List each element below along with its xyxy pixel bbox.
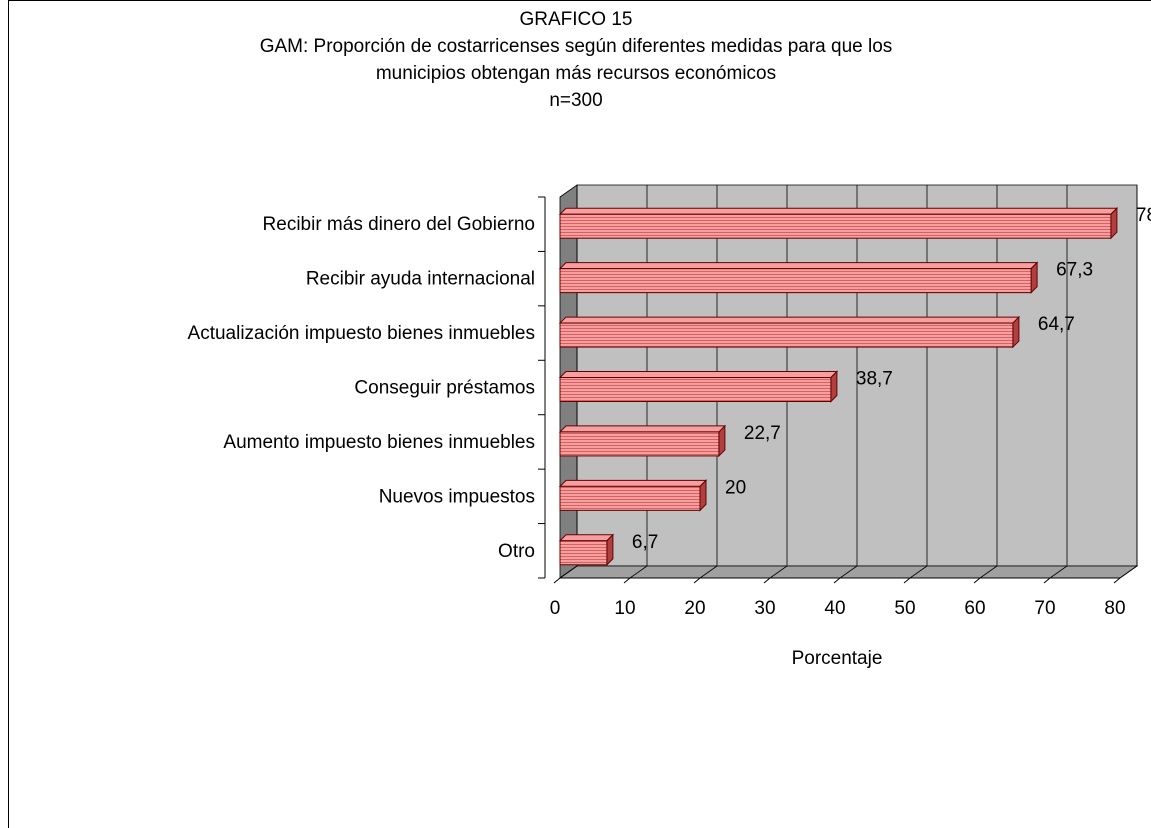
x-tick	[693, 577, 701, 584]
grid-line	[769, 565, 788, 579]
x-axis-label: Porcentaje	[792, 648, 883, 669]
bar-side	[1012, 315, 1020, 349]
x-tick	[623, 577, 631, 584]
y-tick-label: Actualización impuesto bienes inmuebles	[188, 323, 535, 344]
x-tick	[973, 577, 981, 584]
grid-line	[559, 565, 578, 579]
grid-line	[1049, 565, 1068, 579]
bar	[558, 261, 1039, 294]
grid-line	[1119, 565, 1138, 579]
bar-front	[559, 268, 1032, 294]
value-label: 20	[725, 477, 746, 498]
y-tick-label: Otro	[498, 541, 535, 562]
bar-front	[559, 322, 1014, 348]
bar-top	[558, 207, 1119, 215]
value-label: 78,7	[1136, 205, 1151, 226]
y-tick-label: Recibir ayuda internacional	[306, 269, 535, 290]
bar-top	[558, 425, 727, 433]
bar-top	[558, 371, 839, 378]
x-tick	[833, 577, 841, 584]
bar	[558, 315, 1021, 349]
x-tick-label: 80	[1104, 598, 1125, 619]
x-tick	[1113, 577, 1121, 584]
bar	[558, 533, 615, 566]
bar	[558, 479, 708, 512]
x-tick-label: 10	[614, 598, 635, 619]
bar-front	[559, 431, 720, 457]
bar-top	[558, 479, 708, 487]
y-tick-label: Recibir más dinero del Gobierno	[263, 214, 535, 235]
x-tick-label: 50	[894, 598, 915, 619]
value-label: 64,7	[1038, 314, 1075, 335]
x-tick	[903, 577, 911, 584]
bar-top	[558, 316, 1021, 324]
bar-side	[830, 370, 838, 403]
x-tick-label: 70	[1034, 598, 1055, 619]
chart-subtitle: GAM: Proporción de costarricenses según …	[260, 36, 893, 57]
grid-line	[629, 565, 648, 579]
value-label: 67,3	[1056, 260, 1093, 281]
bar-front	[559, 377, 832, 402]
y-tick-label: Nuevos impuestos	[379, 486, 535, 507]
grid-line	[839, 565, 858, 579]
bar-side	[1110, 207, 1118, 240]
value-label: 38,7	[856, 369, 893, 390]
grid-line	[699, 565, 718, 579]
x-tick-label: 40	[824, 598, 845, 619]
bar-top	[558, 262, 1039, 270]
grid-line	[909, 565, 928, 579]
chart-subtitle: municipios obtengan más recursos económi…	[376, 63, 776, 84]
bar-side	[606, 533, 614, 566]
bar-side	[1030, 261, 1038, 294]
bar-front	[559, 485, 701, 511]
bar	[558, 207, 1119, 240]
bar-side	[718, 424, 726, 458]
y-tick-label: Aumento impuesto bienes inmuebles	[223, 432, 535, 453]
x-tick-label: 60	[964, 598, 985, 619]
bar-front	[559, 213, 1112, 239]
x-tick-label: 0	[550, 598, 561, 619]
bar	[558, 424, 727, 458]
x-tick	[1043, 577, 1051, 584]
x-tick-label: 30	[754, 598, 775, 619]
x-tick	[553, 577, 561, 584]
bar-front	[559, 540, 608, 566]
bar	[558, 370, 839, 403]
value-label: 6,7	[632, 532, 658, 553]
chart-title: GRAFICO 15	[520, 9, 633, 30]
grid-line	[979, 565, 998, 579]
plot: 0 10 20 30 40 50 60 70 80 Recibir más dinero del …	[188, 185, 1151, 619]
x-tick	[763, 577, 771, 584]
value-label: 22,7	[744, 423, 781, 444]
y-tick-label: Conseguir préstamos	[354, 378, 535, 399]
bar-side	[699, 479, 707, 512]
bar-top	[558, 534, 615, 542]
chart-note: n=300	[549, 90, 602, 111]
x-tick-label: 20	[684, 598, 705, 619]
